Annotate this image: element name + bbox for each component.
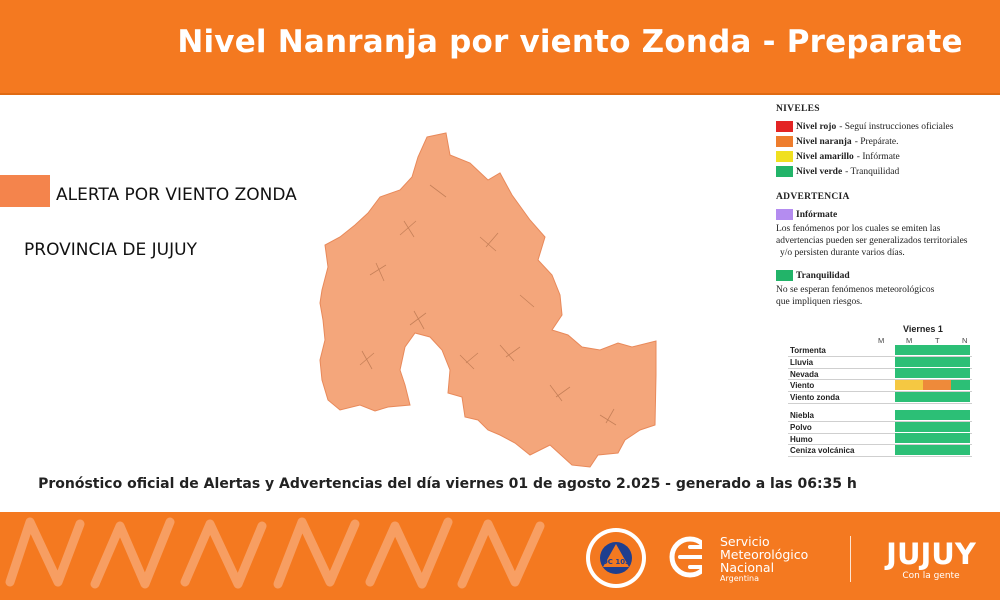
cell-niebla xyxy=(895,410,970,420)
cell-viento-t xyxy=(923,380,951,390)
levels-title: NIVELES xyxy=(776,104,820,114)
cell-viento-m xyxy=(895,380,923,390)
dc-logo-text: DC 103 xyxy=(602,558,630,566)
grid-row-label: Viento xyxy=(790,381,815,390)
jujuy-province-map xyxy=(319,132,657,468)
purple-swatch xyxy=(776,209,793,220)
yellow-swatch xyxy=(776,151,793,162)
alert-color-swatch xyxy=(0,175,50,207)
grid-divider xyxy=(788,368,972,369)
forecast-caption: Pronóstico oficial de Alertas y Adverten… xyxy=(38,476,857,492)
grid-divider xyxy=(788,391,972,392)
cell-polvo xyxy=(895,422,970,432)
green-swatch xyxy=(776,166,793,177)
cell-humo xyxy=(895,433,970,443)
jujuy-tagline: Con la gente xyxy=(902,571,960,581)
cell-viento-n xyxy=(951,380,970,390)
cell-viento-zonda xyxy=(895,392,970,402)
smn-wordmark: Servicio Meteorológico Nacional Argentin… xyxy=(720,534,809,583)
legend-level-yellow: Nivel amarillo - Infórmate xyxy=(776,149,996,164)
red-swatch xyxy=(776,121,793,132)
alert-label: ALERTA POR VIENTO ZONDA xyxy=(56,185,297,205)
footer-divider xyxy=(850,536,851,582)
advertencia-title: ADVERTENCIA xyxy=(776,192,850,202)
province-shape xyxy=(319,132,657,468)
grid-row-label: Niebla xyxy=(790,411,815,420)
top-banner: Nivel Nanranja por viento Zonda - Prepar… xyxy=(0,0,1000,95)
decorative-pattern xyxy=(5,517,545,589)
cell-lluvia xyxy=(895,357,970,367)
grid-col-t: T xyxy=(935,336,940,345)
jujuy-government-logo: JUJUY Con la gente xyxy=(884,537,977,581)
legend-tranquilidad: Tranquilidad xyxy=(776,268,996,283)
informate-description: Los fenómenos por los cuales se emiten l… xyxy=(776,224,968,258)
legend-informate: Infórmate xyxy=(776,207,996,222)
grid-col-m2: M xyxy=(906,336,913,345)
grid-col-m1: M xyxy=(878,336,885,345)
grid-row-label: Ceniza volcánica xyxy=(790,446,855,455)
legend-level-orange: Nivel naranja - Prepárate. xyxy=(776,134,996,149)
banner-title: Nivel Nanranja por viento Zonda - Prepar… xyxy=(177,24,963,60)
grid-row-label: Lluvia xyxy=(790,358,814,367)
grid-divider xyxy=(788,403,972,404)
tranquilidad-description: No se esperan fenómenos meteorológicos q… xyxy=(776,285,935,307)
jujuy-brand-text: JUJUY xyxy=(884,537,977,571)
grid-col-n: N xyxy=(962,336,968,345)
legend-panel: NIVELES Nivel rojo - Seguí instrucciones… xyxy=(776,104,996,308)
grid-row-label: Viento zonda xyxy=(790,393,840,402)
province-label: PROVINCIA DE JUJUY xyxy=(24,240,197,260)
cell-nevada xyxy=(895,368,970,378)
orange-swatch xyxy=(776,136,793,147)
grid-row-label: Tormenta xyxy=(790,346,826,355)
grid-row-label: Humo xyxy=(790,435,813,444)
legend-level-red: Nivel rojo - Seguí instrucciones oficial… xyxy=(776,119,996,134)
grid-day-title: Viernes 1 xyxy=(903,324,943,334)
footer-banner xyxy=(0,512,1000,600)
grid-divider xyxy=(788,356,972,357)
grid-divider xyxy=(788,444,972,445)
grid-divider xyxy=(788,456,972,457)
cell-tormenta xyxy=(895,345,970,355)
legend-level-green: Nivel verde - Tranquilidad xyxy=(776,164,996,179)
grid-divider xyxy=(788,433,972,434)
grid-row-label: Polvo xyxy=(790,423,812,432)
cell-ceniza xyxy=(895,445,970,455)
grid-divider xyxy=(788,421,972,422)
grid-divider xyxy=(788,379,972,380)
smn-logo-icon xyxy=(669,536,712,578)
grid-row-label: Nevada xyxy=(790,370,819,379)
green-swatch xyxy=(776,270,793,281)
defensa-civil-logo: DC 103 xyxy=(586,528,646,588)
